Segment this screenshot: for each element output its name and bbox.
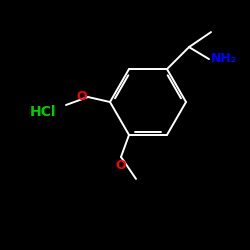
- Text: NH₂: NH₂: [211, 52, 237, 64]
- Text: O: O: [116, 159, 126, 172]
- Text: HCl: HCl: [30, 105, 56, 119]
- Text: O: O: [76, 90, 87, 104]
